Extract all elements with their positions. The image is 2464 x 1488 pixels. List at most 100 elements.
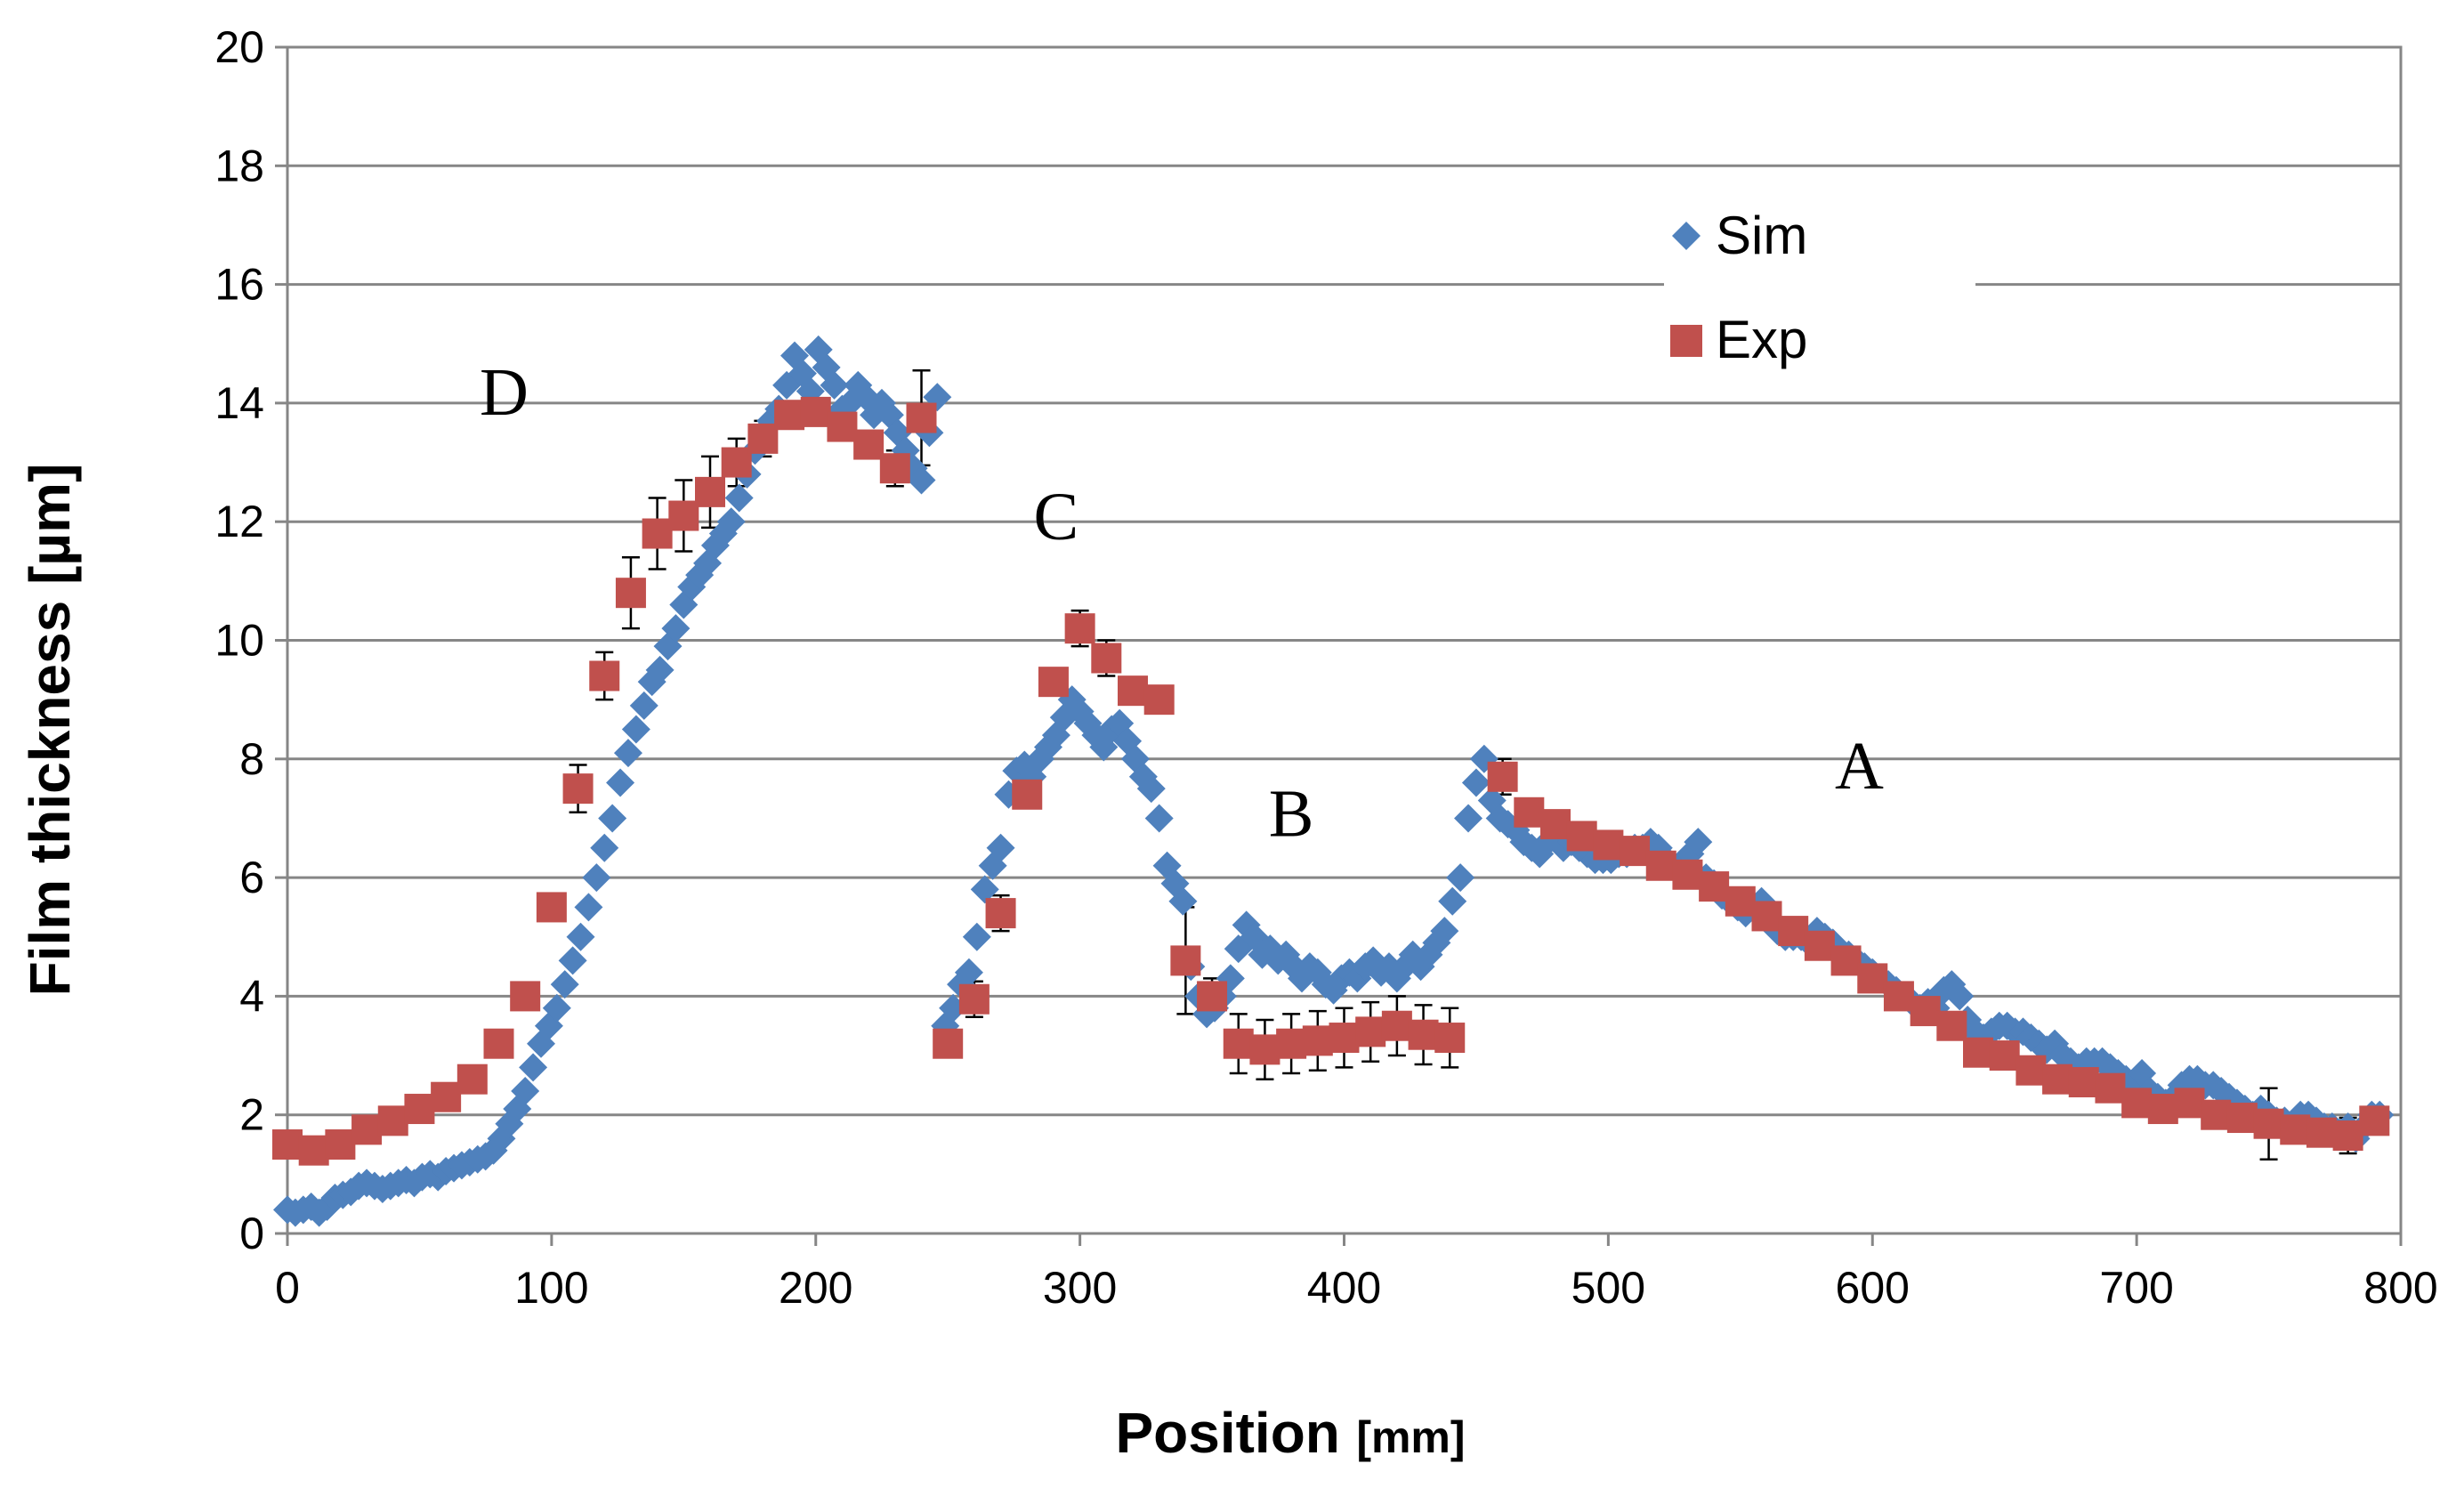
y-tick-label: 18 [214, 141, 264, 190]
exp-point [1381, 1010, 1412, 1041]
exp-point [431, 1081, 462, 1112]
legend-sim-label: Sim [1716, 206, 1807, 265]
exp-point [958, 983, 990, 1015]
annotation-label: C [1034, 480, 1079, 554]
sim-point [550, 970, 579, 999]
legend-exp-marker [1670, 325, 1702, 357]
exp-point [272, 1129, 303, 1160]
exp-point [510, 981, 541, 1012]
exp-point [483, 1028, 514, 1059]
sim-point [621, 715, 650, 744]
sim-point [582, 863, 611, 893]
x-tick-label: 200 [779, 1263, 852, 1313]
sim-point [1430, 917, 1459, 946]
sim-point [542, 993, 571, 1023]
exp-point [2068, 1067, 2099, 1098]
exp-point [1593, 829, 1624, 861]
exp-point [1804, 930, 1835, 961]
axes [275, 45, 2403, 1246]
x-tick-label: 800 [2363, 1263, 2437, 1313]
exp-point [906, 402, 937, 433]
legend-sim-marker [1672, 222, 1701, 250]
y-tick-label: 10 [214, 616, 264, 666]
exp-point [1620, 836, 1651, 867]
sim-point [1945, 982, 1975, 1011]
sim-point [606, 768, 635, 797]
exp-point [668, 500, 699, 531]
exp-point [562, 773, 594, 805]
exp-point [985, 898, 1016, 929]
sim-point [986, 833, 1015, 862]
exp-point [1936, 1010, 1967, 1041]
x-axis-title-unit: [mm] [1356, 1412, 1465, 1462]
sim-point [629, 691, 658, 720]
y-tick-label: 4 [239, 971, 264, 1021]
exp-point [2095, 1072, 2126, 1104]
exp-point [615, 578, 646, 609]
sim-point [566, 922, 595, 951]
exp-point [1645, 850, 1676, 881]
sim-point [598, 804, 627, 833]
y-tick-label: 8 [239, 734, 264, 784]
x-tick-label: 600 [1836, 1263, 1910, 1313]
sim-point [820, 370, 849, 400]
exp-point [404, 1094, 435, 1125]
exp-point [1223, 1028, 1254, 1059]
exp-point [2359, 1105, 2390, 1136]
exp-point [2226, 1103, 2258, 1134]
x-tick-label: 0 [275, 1263, 300, 1313]
sim-point [558, 946, 587, 975]
exp-point [2121, 1088, 2153, 1119]
y-tick-labels: 0 2 4 6 8 10 12 14 16 18 20 [214, 22, 264, 1258]
exp-point [2280, 1114, 2311, 1145]
exp-point [1064, 613, 1095, 644]
exp-point [298, 1135, 329, 1166]
sim-point [1438, 886, 1467, 916]
exp-point [721, 447, 752, 478]
sim-point [1446, 863, 1475, 893]
exp-point [1408, 1019, 1439, 1050]
exp-point [1778, 916, 1809, 947]
exp-point [1038, 667, 1069, 698]
exp-point [1329, 1023, 1360, 1054]
exp-point [827, 411, 858, 442]
exp-point [1197, 981, 1228, 1012]
sim-point [1454, 804, 1483, 833]
exp-point [1540, 809, 1571, 840]
annotation-label: B [1269, 776, 1314, 851]
sim-point [1136, 774, 1166, 804]
x-tick-labels: 0 100 200 300 400 500 600 700 800 [275, 1263, 2438, 1313]
exp-point [2147, 1094, 2178, 1125]
sim-point [590, 833, 619, 862]
x-tick-label: 300 [1043, 1263, 1117, 1313]
annotation-label: A [1835, 729, 1884, 804]
sim-point [1684, 828, 1713, 857]
exp-point [1118, 675, 1148, 707]
exp-point [2332, 1120, 2363, 1152]
sim-point [519, 1053, 548, 1082]
y-tick-label: 0 [239, 1209, 264, 1258]
exp-point [351, 1114, 383, 1145]
legend-background [1664, 182, 1975, 378]
sim-point [954, 958, 983, 987]
exp-point [325, 1129, 356, 1160]
y-tick-label: 6 [239, 853, 264, 902]
exp-point [2306, 1117, 2337, 1148]
y-tick-label: 14 [214, 378, 264, 428]
sim-point [613, 739, 642, 768]
sim-point [962, 922, 991, 951]
exp-point [456, 1063, 488, 1095]
exp-point [1249, 1034, 1280, 1065]
exp-point [747, 423, 779, 454]
exp-point [800, 396, 831, 427]
sim-point [716, 507, 746, 537]
x-axis-title-name: Position [1115, 1401, 1339, 1465]
sim-point [1461, 768, 1491, 797]
exp-point [536, 892, 567, 923]
exp-point [1012, 779, 1043, 810]
legend-exp-label: Exp [1716, 310, 1807, 369]
exp-point [1725, 886, 1756, 917]
exp-point [774, 400, 805, 431]
x-tick-label: 400 [1307, 1263, 1381, 1313]
exp-point [1963, 1037, 1993, 1068]
